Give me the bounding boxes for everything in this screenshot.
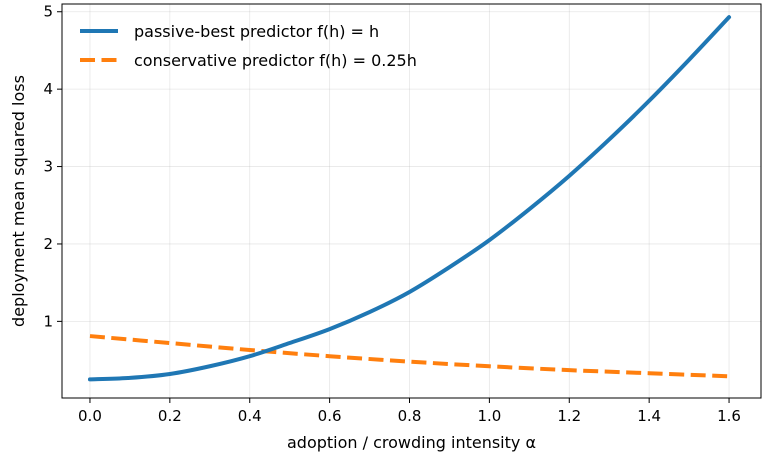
y-axis-label: deployment mean squared loss bbox=[9, 75, 28, 327]
x-tick-label: 0.2 bbox=[158, 407, 182, 425]
x-tick-label: 0.0 bbox=[78, 407, 102, 425]
plot-frame bbox=[61, 3, 762, 399]
y-tick-label: 2 bbox=[43, 235, 53, 253]
legend: passive-best predictor f(h) = h conserva… bbox=[80, 22, 417, 70]
y-tick-label: 3 bbox=[43, 158, 53, 176]
x-axis-label: adoption / crowding intensity α bbox=[287, 433, 536, 452]
series-layer bbox=[87, 15, 732, 382]
y-tick-label: 1 bbox=[43, 312, 53, 330]
x-tick-label: 0.8 bbox=[398, 407, 422, 425]
x-tick-label: 0.6 bbox=[318, 407, 342, 425]
legend-label-passive: passive-best predictor f(h) = h bbox=[134, 22, 379, 41]
y-tick-label: 4 bbox=[43, 80, 53, 98]
legend-label-conservative: conservative predictor f(h) = 0.25h bbox=[134, 51, 417, 70]
x-tick-label: 1.2 bbox=[557, 407, 581, 425]
y-tick-label: 5 bbox=[43, 3, 53, 21]
x-tick-label: 1.6 bbox=[717, 407, 741, 425]
grid bbox=[62, 4, 761, 398]
x-tick-label: 1.0 bbox=[477, 407, 501, 425]
x-tick-label: 1.4 bbox=[637, 407, 661, 425]
series-line-passive-best bbox=[87, 15, 732, 382]
x-tick-label: 0.4 bbox=[238, 407, 262, 425]
ticks: 0.0 0.2 0.4 0.6 0.8 1.0 1.2 1.4 1.6 1 2 3 4 5 bbox=[43, 3, 741, 425]
